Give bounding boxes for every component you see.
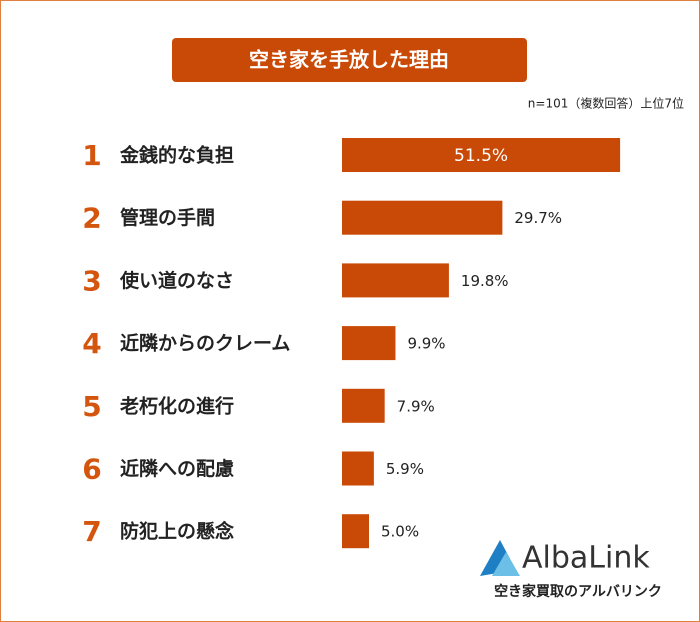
bar [342, 138, 621, 172]
value-label: 29.7% [514, 209, 562, 227]
logo-tagline: 空き家買取のアルバリンク [494, 583, 662, 600]
rank: 4 [82, 327, 101, 360]
bar [342, 263, 449, 298]
rank: 5 [82, 390, 101, 423]
bar [342, 451, 374, 486]
bar [342, 326, 396, 361]
rank: 1 [82, 139, 101, 172]
value-label: 7.9% [397, 397, 435, 415]
rank: 7 [82, 515, 101, 548]
logo-name: AlbaLink [522, 541, 650, 576]
value-label: 9.9% [407, 335, 445, 353]
rank: 2 [82, 202, 101, 235]
rank: 3 [82, 264, 101, 297]
bar [342, 388, 385, 423]
subtitle: n=101（複数回答）上位7位 [528, 96, 684, 111]
logo-icon [492, 552, 520, 576]
category-label: 防犯上の懸念 [120, 520, 234, 543]
value-label: 51.5% [454, 146, 508, 166]
category-label: 老朽化の進行 [120, 394, 234, 417]
value-label: 19.8% [461, 272, 509, 290]
category-label: 金銭的な負担 [119, 144, 234, 167]
rank: 6 [82, 453, 101, 486]
logo: AlbaLink 空き家買取のアルバリンク [480, 540, 662, 600]
category-label: 使い道のなさ [119, 269, 234, 292]
value-label: 5.9% [386, 460, 424, 478]
bar [342, 200, 503, 235]
bar [342, 514, 369, 549]
category-label: 近隣からのクレーム [120, 332, 290, 355]
category-label: 近隣への配慮 [120, 457, 234, 480]
category-label: 管理の手間 [120, 206, 215, 229]
chart-title: 空き家を手放した理由 [249, 48, 449, 72]
title-box [172, 38, 527, 82]
value-label: 5.0% [381, 523, 419, 541]
